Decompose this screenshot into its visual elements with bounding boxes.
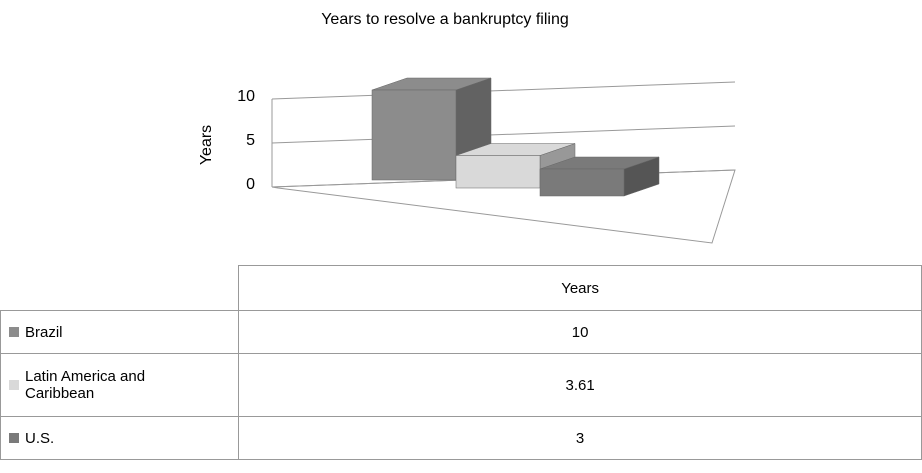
- row-label-cell: Latin America and Caribbean: [0, 353, 240, 417]
- grid-line: [271, 125, 736, 144]
- bar: [539, 168, 625, 197]
- y-tick-label: 10: [237, 88, 255, 105]
- chart-title: Years to resolve a bankruptcy filing: [321, 11, 569, 28]
- row-label-cell: Brazil: [0, 310, 240, 354]
- header-row: Years: [0, 265, 922, 311]
- value-cell: 3: [238, 416, 922, 460]
- row-label-cell: U.S.: [0, 416, 240, 460]
- legend-swatch: [9, 380, 19, 390]
- legend-swatch: [9, 433, 19, 444]
- table-row: Latin America and Caribbean 3.61: [0, 353, 922, 417]
- row-label: Latin America and Caribbean: [25, 368, 146, 402]
- row-label: Brazil: [25, 323, 63, 341]
- data-table: Years Brazil 10 Latin America and Caribbea…: [0, 265, 922, 460]
- header-cell: Years: [238, 265, 922, 311]
- value-cell: 10: [238, 310, 922, 354]
- chart: Years to resolve a bankruptcy filing Yea…: [198, 11, 736, 244]
- legend-swatch: [9, 327, 19, 338]
- table-row: Brazil 10: [0, 310, 922, 354]
- bar: [455, 155, 541, 189]
- grid-line: [271, 81, 736, 100]
- table-body: Years Brazil 10 Latin America and Caribbea…: [0, 265, 922, 460]
- value-cell: 3.61: [238, 353, 922, 417]
- y-tick-label: 5: [246, 132, 255, 149]
- y-tick-label: 0: [246, 176, 255, 193]
- corner-cell: [0, 265, 240, 311]
- row-label: U.S.: [25, 429, 55, 447]
- bar: [371, 89, 457, 181]
- y-axis-label: Years: [198, 125, 215, 165]
- table-row: U.S. 3: [0, 416, 922, 460]
